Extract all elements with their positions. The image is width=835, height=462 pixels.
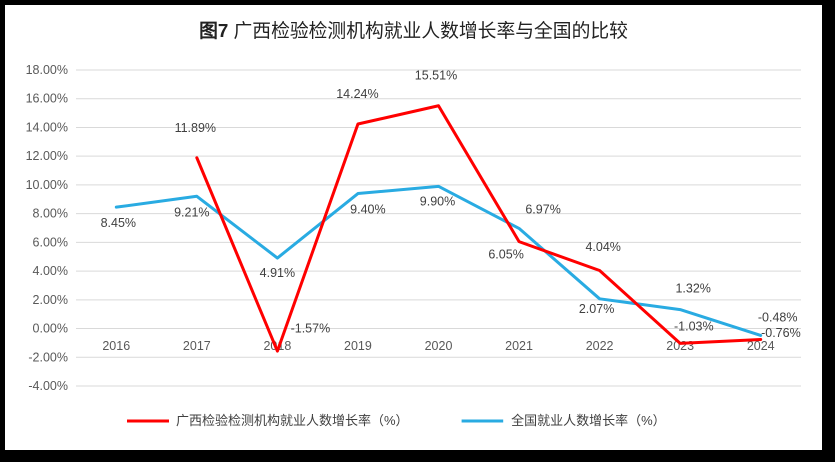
svg-text:-1.03%: -1.03% <box>674 319 714 333</box>
svg-text:2022: 2022 <box>586 339 614 353</box>
svg-text:2.00%: 2.00% <box>33 293 68 307</box>
svg-text:2.07%: 2.07% <box>579 302 614 316</box>
svg-text:14.00%: 14.00% <box>26 120 68 134</box>
svg-text:6.97%: 6.97% <box>525 202 560 216</box>
svg-text:4.00%: 4.00% <box>33 264 68 278</box>
svg-text:18.00%: 18.00% <box>26 63 68 77</box>
svg-text:9.40%: 9.40% <box>350 203 385 217</box>
svg-text:-4.00%: -4.00% <box>28 379 68 393</box>
svg-text:2019: 2019 <box>344 339 372 353</box>
svg-text:-2.00%: -2.00% <box>28 350 68 364</box>
svg-text:2023: 2023 <box>666 339 694 353</box>
svg-text:1.32%: 1.32% <box>675 282 710 296</box>
svg-text:6.05%: 6.05% <box>488 248 523 262</box>
svg-text:2020: 2020 <box>425 339 453 353</box>
svg-text:12.00%: 12.00% <box>26 149 68 163</box>
svg-text:4.04%: 4.04% <box>585 240 620 254</box>
svg-text:16.00%: 16.00% <box>26 92 68 106</box>
svg-text:全国就业人数增长率（%）: 全国就业人数增长率（%） <box>511 413 666 428</box>
svg-text:8.45%: 8.45% <box>101 216 136 230</box>
svg-text:-1.57%: -1.57% <box>291 322 331 336</box>
svg-text:9.90%: 9.90% <box>420 194 455 208</box>
svg-text:-0.76%: -0.76% <box>761 326 801 340</box>
svg-text:0.00%: 0.00% <box>33 322 68 336</box>
svg-text:14.24%: 14.24% <box>336 87 378 101</box>
svg-text:11.89%: 11.89% <box>175 121 216 135</box>
svg-text:2017: 2017 <box>183 339 211 353</box>
svg-text:-0.48%: -0.48% <box>758 310 798 324</box>
svg-text:10.00%: 10.00% <box>26 178 68 192</box>
svg-text:2021: 2021 <box>505 339 533 353</box>
svg-text:8.00%: 8.00% <box>33 207 68 221</box>
svg-text:4.91%: 4.91% <box>260 266 295 280</box>
svg-text:广西检验检测机构就业人数增长率（%）: 广西检验检测机构就业人数增长率（%） <box>176 413 409 428</box>
svg-text:15.51%: 15.51% <box>415 69 457 83</box>
svg-text:6.00%: 6.00% <box>33 235 68 249</box>
svg-text:9.21%: 9.21% <box>174 205 209 219</box>
svg-text:2016: 2016 <box>102 339 130 353</box>
